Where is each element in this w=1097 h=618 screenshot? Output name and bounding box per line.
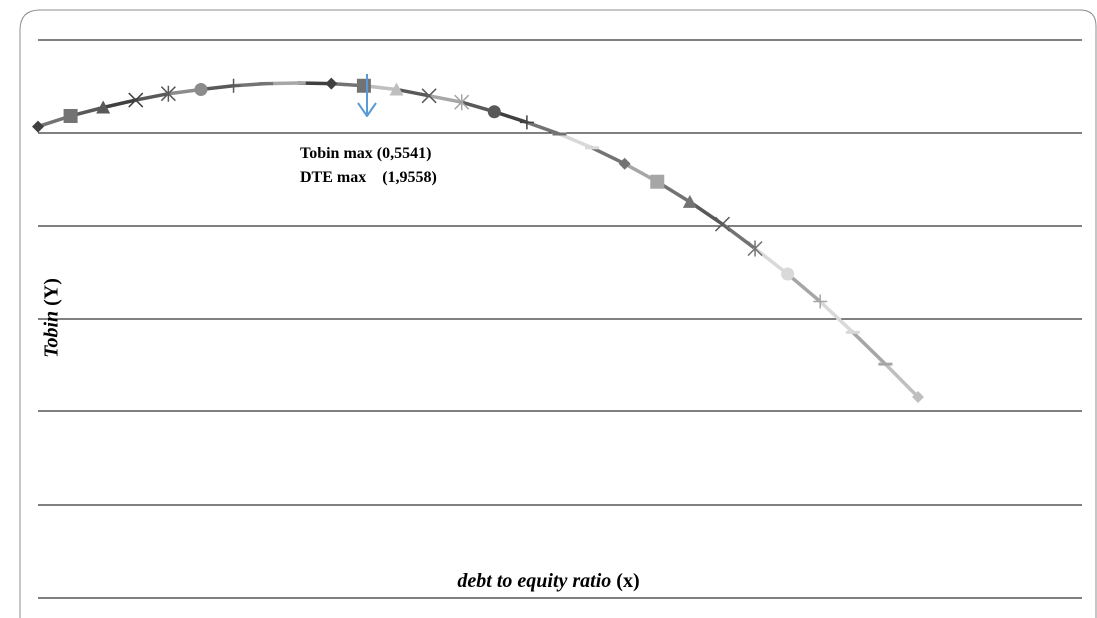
curve-segment-25 bbox=[851, 330, 888, 366]
curve-segment-24 bbox=[818, 299, 855, 335]
curve-segment-23 bbox=[785, 272, 822, 304]
data-point-3 bbox=[128, 92, 144, 108]
data-point-2 bbox=[96, 100, 111, 114]
curve-segment-11 bbox=[394, 87, 431, 98]
data-point-0 bbox=[32, 120, 44, 133]
data-point-24 bbox=[813, 294, 828, 309]
data-point-23 bbox=[781, 267, 795, 281]
data-point-27 bbox=[912, 391, 924, 403]
data-point-18 bbox=[618, 157, 631, 170]
data-point-12 bbox=[421, 88, 437, 104]
data-point-19 bbox=[650, 174, 665, 189]
curve-segment-21 bbox=[720, 222, 757, 251]
data-point-10 bbox=[356, 78, 371, 93]
curve-segment-12 bbox=[427, 94, 464, 104]
x-axis-label-italic: debt to equity ratio bbox=[457, 570, 612, 592]
data-point-14 bbox=[487, 105, 501, 119]
data-point-22 bbox=[747, 240, 763, 257]
data-point-4 bbox=[160, 85, 176, 102]
curve-segment-17 bbox=[590, 146, 627, 166]
data-point-13 bbox=[454, 94, 470, 111]
data-point-21 bbox=[714, 216, 730, 232]
curve-segment-3 bbox=[134, 91, 171, 102]
data-point-6 bbox=[226, 78, 241, 93]
curve-segment-16 bbox=[557, 132, 594, 150]
x-axis-label-suffix: (x) bbox=[616, 570, 640, 592]
annotation-tobin-max: Tobin max (0,5541) bbox=[300, 145, 432, 162]
data-point-11 bbox=[389, 82, 404, 96]
data-point-15 bbox=[519, 115, 534, 130]
y-axis-label-italic: Tobin bbox=[40, 310, 63, 358]
data-point-20 bbox=[682, 194, 697, 208]
curve-segment-22 bbox=[753, 246, 790, 276]
curve-segment-2 bbox=[101, 98, 138, 110]
y-axis-label: Tobin (Y) bbox=[41, 278, 64, 358]
data-point-5 bbox=[194, 82, 208, 96]
max-arrow-icon bbox=[357, 74, 377, 117]
y-axis-label-suffix: (Y) bbox=[40, 278, 63, 306]
x-axis-label: debt to equity ratio (x) bbox=[0, 570, 1097, 593]
data-point-9 bbox=[325, 77, 338, 90]
data-point-1 bbox=[63, 108, 78, 123]
curve-segment-26 bbox=[883, 362, 920, 399]
annotation-dte-max: DTE max (1,9558) bbox=[300, 169, 437, 186]
curve-segment-15 bbox=[525, 120, 562, 136]
